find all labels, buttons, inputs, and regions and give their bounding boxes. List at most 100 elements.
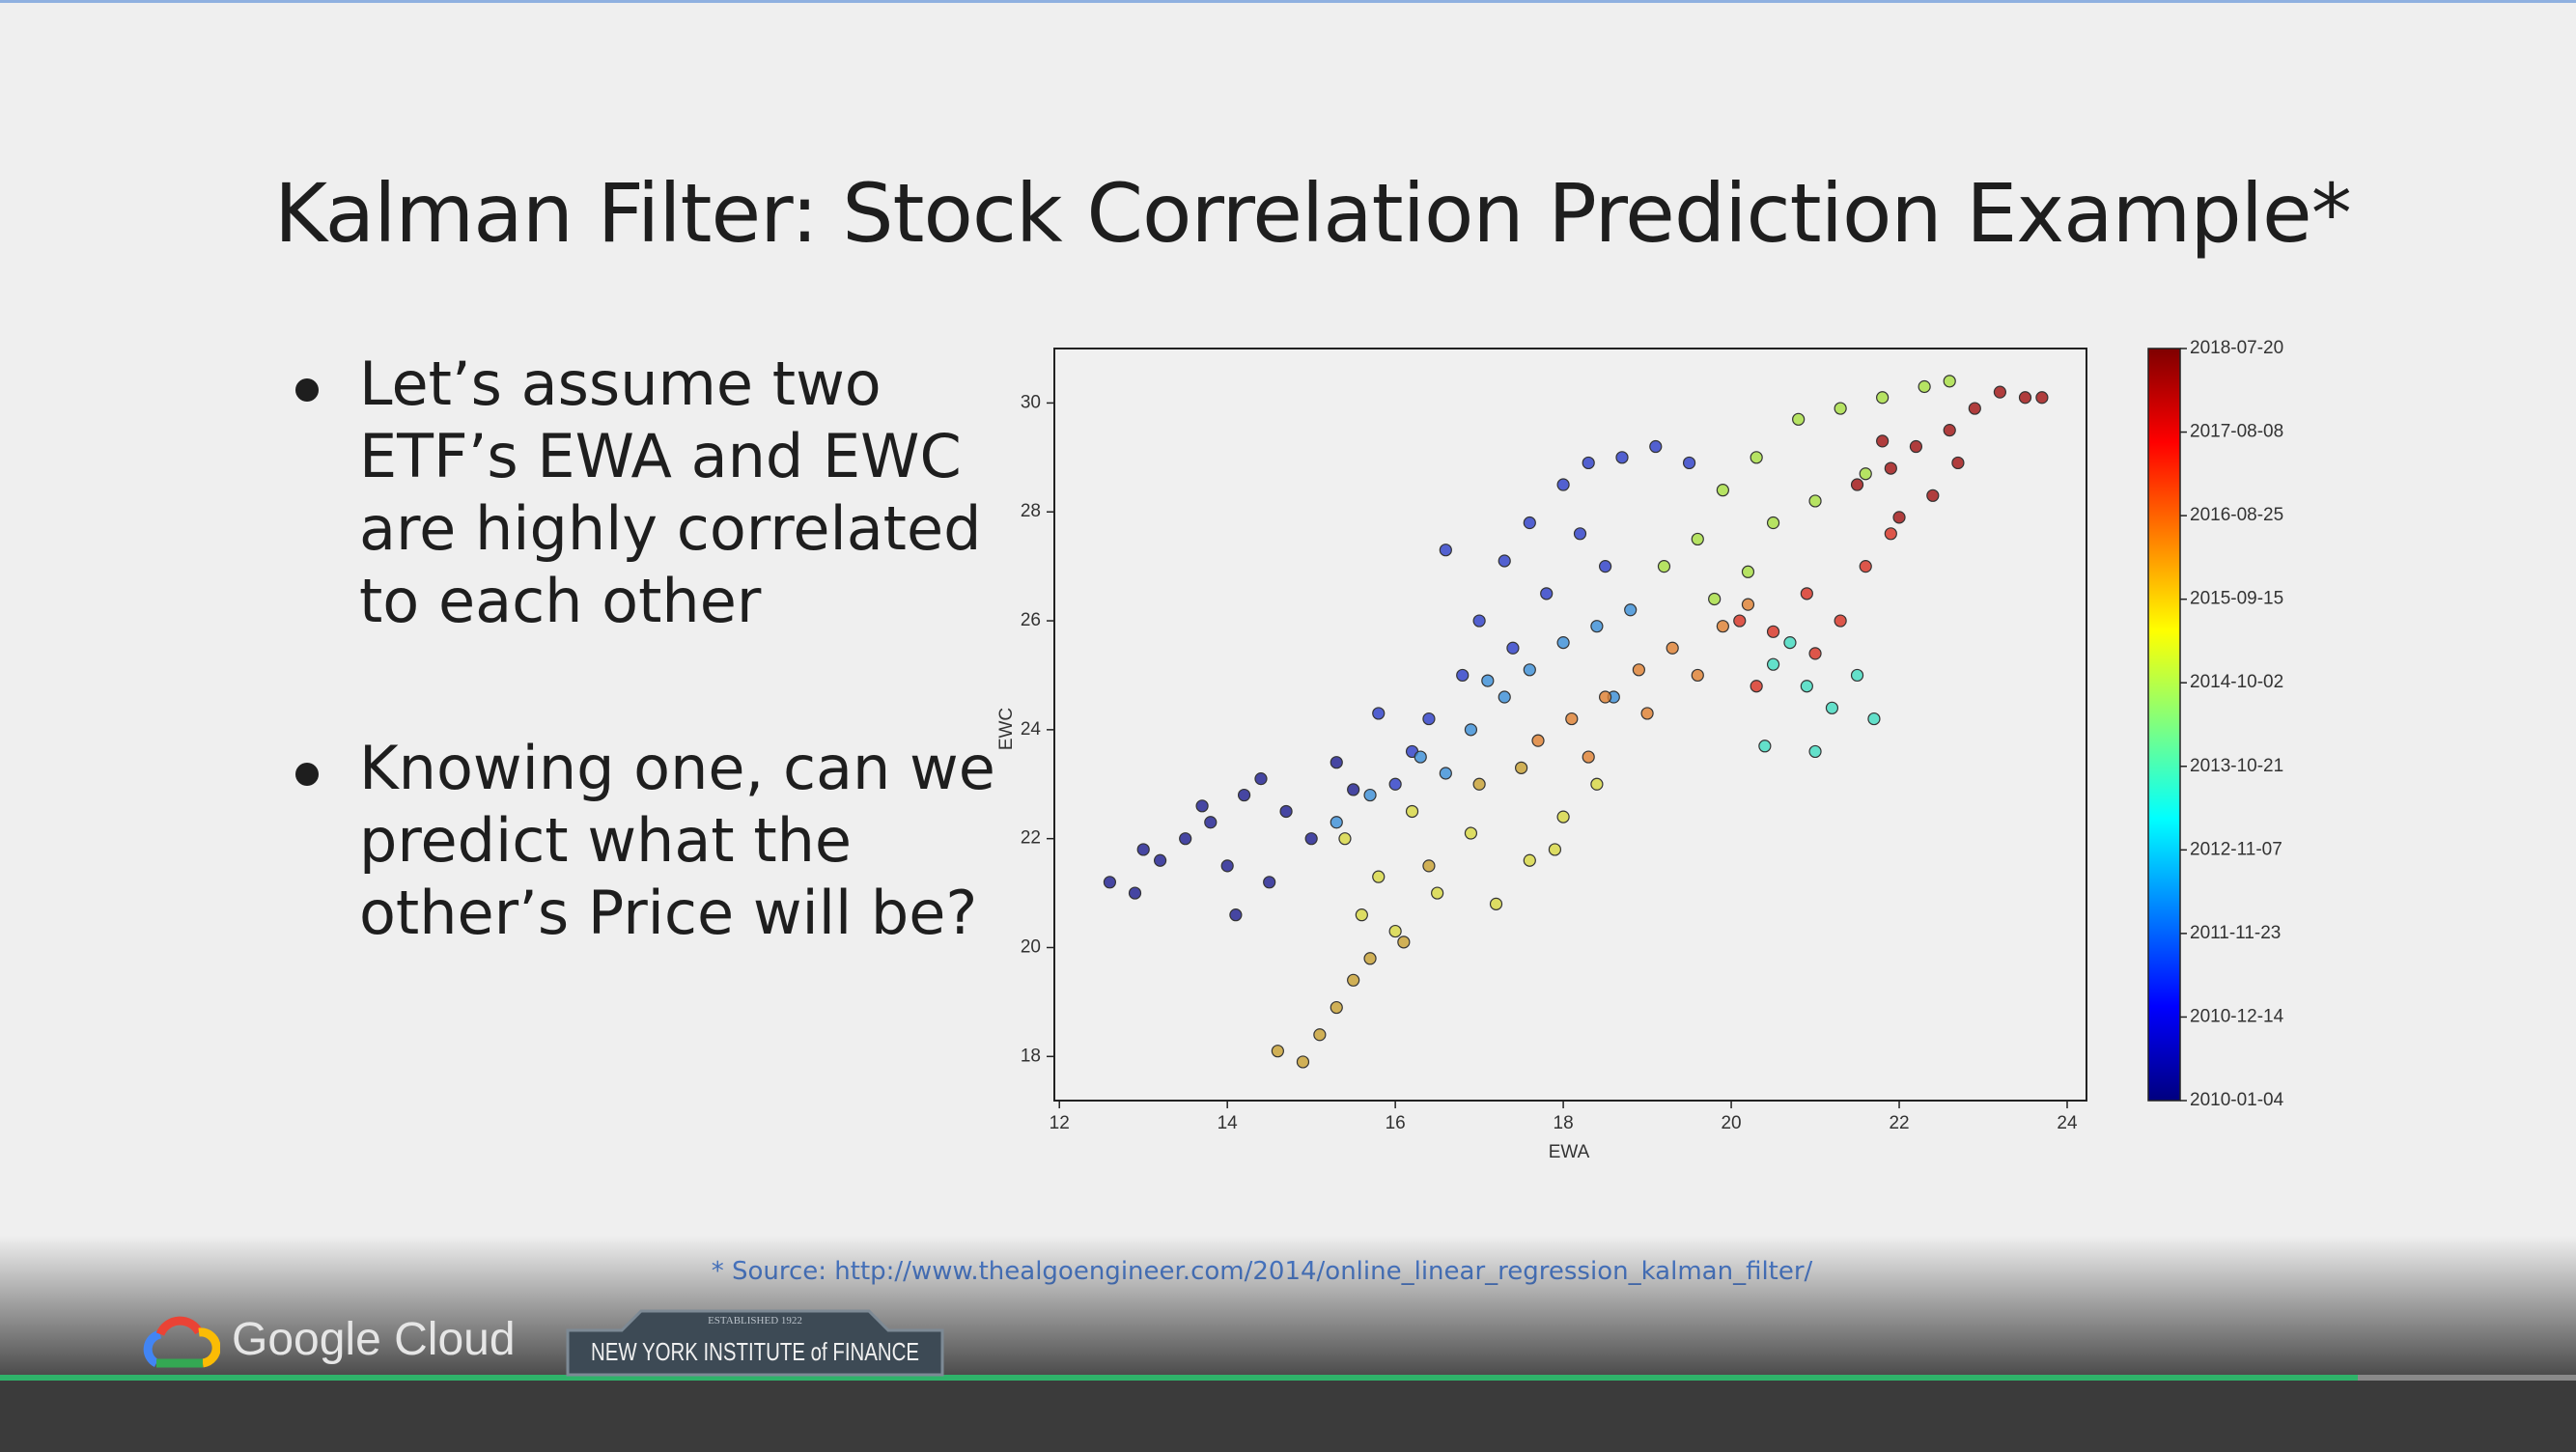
point xyxy=(1347,973,1360,987)
point xyxy=(1313,1028,1327,1042)
point xyxy=(1128,886,1142,900)
point xyxy=(1388,777,1402,791)
point xyxy=(1481,674,1495,687)
x-tick-label: 14 xyxy=(1218,1113,1239,1133)
point xyxy=(1304,832,1318,846)
colorbar-label: 2018-07-20 xyxy=(2190,338,2283,358)
bullet-line: to each other xyxy=(359,566,762,636)
point xyxy=(1279,804,1293,819)
point xyxy=(1733,614,1747,628)
point xyxy=(1220,859,1234,873)
point xyxy=(1640,707,1654,720)
point xyxy=(1531,734,1545,747)
colorbar-label: 2014-10-02 xyxy=(2190,672,2283,692)
point xyxy=(1657,560,1671,573)
point xyxy=(1498,690,1511,704)
point xyxy=(1439,767,1452,780)
point xyxy=(1876,434,1890,448)
point xyxy=(1800,587,1813,600)
point xyxy=(1556,478,1570,491)
point xyxy=(1422,859,1436,873)
point xyxy=(1624,603,1638,617)
point xyxy=(1372,707,1386,720)
point xyxy=(1397,935,1411,949)
y-tick-label: 22 xyxy=(1021,828,1041,849)
point xyxy=(1741,598,1755,611)
bullet-line: other’s Price will be? xyxy=(359,878,978,948)
point xyxy=(1431,886,1444,900)
point xyxy=(1405,804,1419,819)
bullet-line: Let’s assume two xyxy=(359,349,882,419)
colorbar xyxy=(2147,348,2181,1102)
point xyxy=(1489,897,1503,910)
point xyxy=(1918,379,1931,394)
point xyxy=(1271,1045,1284,1058)
point xyxy=(1766,657,1780,671)
point xyxy=(1556,636,1570,650)
google-cloud-logo: Google Cloud xyxy=(232,1314,516,1365)
point xyxy=(1372,870,1386,883)
point xyxy=(1590,620,1604,633)
point xyxy=(1850,668,1864,683)
colorbar-label: 2016-08-25 xyxy=(2190,505,2283,525)
nyif-established: ESTABLISHED 1922 xyxy=(708,1315,802,1326)
point xyxy=(1540,587,1554,600)
colorbar-label: 2012-11-07 xyxy=(2190,839,2282,859)
point xyxy=(1456,668,1470,683)
colorbar-label: 2017-08-08 xyxy=(2190,422,2283,442)
point xyxy=(1330,1000,1343,1015)
point xyxy=(1766,516,1780,530)
point xyxy=(1439,544,1452,557)
point xyxy=(1825,701,1839,714)
point xyxy=(1909,439,1923,454)
top-border xyxy=(0,0,2576,3)
point xyxy=(1741,565,1755,578)
point xyxy=(1859,560,1872,573)
progress-bar xyxy=(0,1375,2358,1381)
point xyxy=(1103,876,1117,889)
x-tick-label: 18 xyxy=(1554,1113,1574,1133)
point xyxy=(1582,750,1595,764)
point xyxy=(1355,908,1368,922)
x-tick-label: 20 xyxy=(1721,1113,1741,1133)
point xyxy=(1498,554,1511,568)
point xyxy=(1951,456,1965,470)
colorbar-label: 2010-12-14 xyxy=(2190,1006,2284,1026)
point xyxy=(1136,843,1150,856)
bullet-line: predict what the xyxy=(359,805,853,876)
point xyxy=(1750,680,1763,693)
point xyxy=(1179,832,1192,846)
y-tick-label: 26 xyxy=(1021,610,1041,630)
colorbar-label: 2010-01-04 xyxy=(2190,1090,2284,1110)
point xyxy=(1506,641,1520,655)
y-tick-label: 20 xyxy=(1021,937,1041,958)
point xyxy=(1884,461,1897,475)
point xyxy=(1263,876,1276,889)
bullet-dot xyxy=(295,378,319,402)
slide-title: Kalman Filter: Stock Correlation Predict… xyxy=(274,166,2352,261)
point xyxy=(1758,740,1772,753)
point xyxy=(1523,663,1536,677)
point xyxy=(1708,592,1722,606)
nyif-logo: ESTABLISHED 1922 NEW YORK INSTITUTE of F… xyxy=(566,1309,944,1377)
point xyxy=(1523,853,1536,867)
x-tick-label: 24 xyxy=(2057,1113,2078,1133)
bullet-line: Knowing one, can we xyxy=(359,733,995,803)
point xyxy=(1582,456,1595,470)
point xyxy=(1204,816,1218,829)
point xyxy=(1330,816,1343,829)
point xyxy=(1884,527,1897,541)
y-tick-label: 18 xyxy=(1021,1046,1041,1066)
x-axis-label: EWA xyxy=(1549,1142,1590,1162)
google-cloud-icon xyxy=(143,1316,220,1368)
point xyxy=(1363,788,1377,802)
point xyxy=(1615,451,1629,464)
point xyxy=(1573,527,1587,541)
point xyxy=(1808,494,1822,508)
point xyxy=(2018,391,2032,405)
y-tick-label: 28 xyxy=(1021,501,1041,521)
point xyxy=(1347,783,1360,796)
y-tick-label: 24 xyxy=(1021,719,1042,740)
